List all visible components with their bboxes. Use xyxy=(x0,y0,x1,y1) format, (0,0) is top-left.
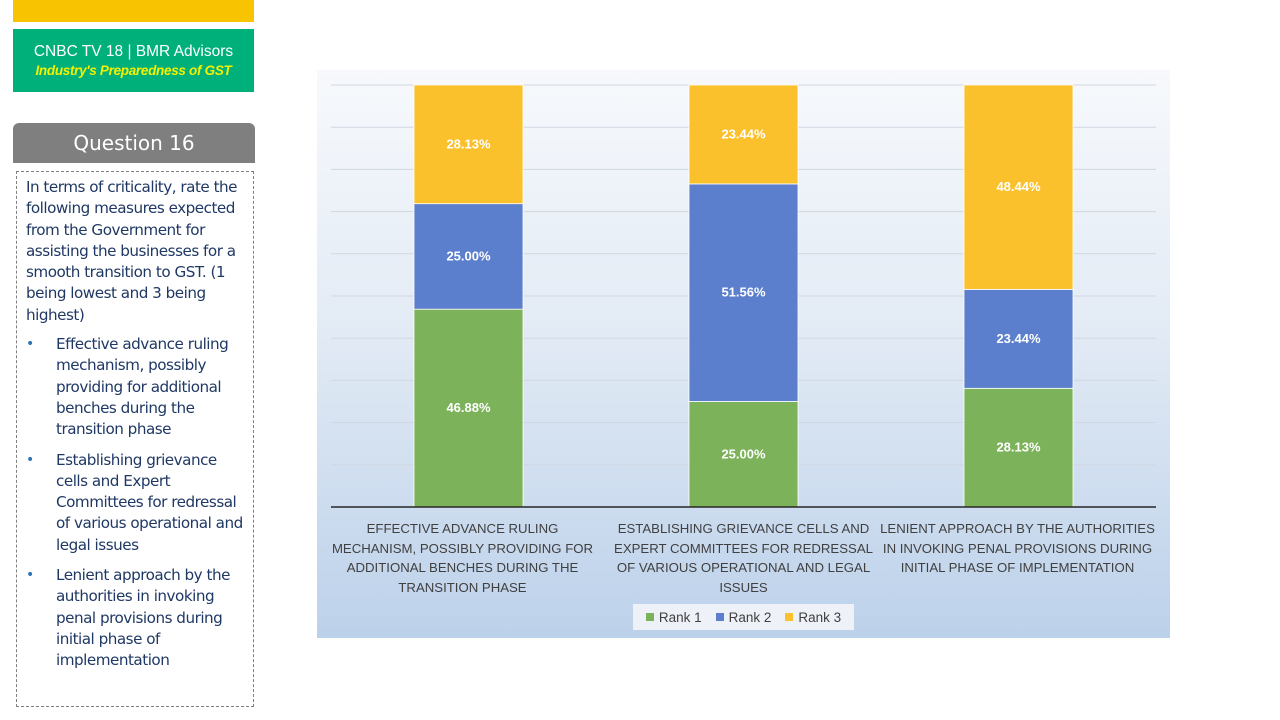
bar-segment-rank-3 xyxy=(413,84,524,205)
chart-legend: Rank 1 Rank 2 Rank 3 xyxy=(633,604,854,630)
question-bullet-list: • Effective advance ruling mechanism, po… xyxy=(26,334,245,671)
data-label: 23.44% xyxy=(996,331,1041,346)
data-label: 23.44% xyxy=(721,126,766,141)
legend-entry-rank-1: Rank 1 xyxy=(645,609,702,625)
data-label: 25.00% xyxy=(446,248,491,263)
bullet-icon: • xyxy=(26,336,34,353)
bar-segment-rank-3 xyxy=(688,84,799,185)
legend-swatch xyxy=(645,613,654,621)
bar-segment-rank-3 xyxy=(963,84,1074,290)
question-bullet-item: • Lenient approach by the authorities in… xyxy=(26,565,245,671)
legend-label: Rank 1 xyxy=(658,609,702,625)
brand-title: CNBC TV 18 | BMR Advisors xyxy=(33,43,234,60)
bullet-text: Establishing grievance cells and Expert … xyxy=(56,450,243,554)
bullet-text: Effective advance ruling mechanism, poss… xyxy=(56,335,229,439)
legend-label: Rank 3 xyxy=(798,609,842,625)
data-label: 51.56% xyxy=(721,285,766,300)
question-box: In terms of criticality, rate the follow… xyxy=(16,171,254,707)
chart-panel: 46.88% 25.00% 28.13% 25.00% 51.56% 23.44% 28.1… xyxy=(317,70,1170,638)
x-category-label: EFFECTIVE ADVANCE RULING MECHANISM, POSS… xyxy=(331,521,594,595)
bar-segment-rank-1 xyxy=(963,387,1074,508)
bullet-icon: • xyxy=(26,451,34,468)
data-label: 28.13% xyxy=(446,136,491,151)
legend-entry-rank-2: Rank 2 xyxy=(715,609,772,625)
legend-swatch xyxy=(785,613,794,621)
legend-entry-rank-3: Rank 3 xyxy=(785,610,841,625)
x-category-label: ESTABLISHING GRIEVANCE CELLS AND EXPERT … xyxy=(614,521,873,595)
brand-subtitle: Industry's Preparedness of GST xyxy=(35,63,232,78)
question-header: Question 16 xyxy=(13,123,255,163)
bar-segment-rank-1 xyxy=(688,401,799,508)
bar-segment-rank-2 xyxy=(413,203,524,310)
data-label: 48.44% xyxy=(996,179,1041,194)
legend-label: Rank 2 xyxy=(728,609,772,625)
data-label: 28.13% xyxy=(996,440,1041,455)
bar-segment-rank-2 xyxy=(963,288,1074,389)
bullet-icon: • xyxy=(26,567,34,584)
question-text: In terms of criticality, rate the follow… xyxy=(26,178,238,324)
x-category-label: LENIENT APPROACH BY THE AUTHORITIES IN I… xyxy=(880,521,1155,575)
data-label: 25.00% xyxy=(721,446,766,461)
question-bullet-item: • Effective advance ruling mechanism, po… xyxy=(26,334,245,440)
data-label: 46.88% xyxy=(446,400,491,415)
legend-swatch xyxy=(715,613,724,621)
stacked-bar-chart: 46.88% 25.00% 28.13% 25.00% 51.56% 23.44% 28.1… xyxy=(331,84,1156,508)
bullet-text: Lenient approach by the authorities in i… xyxy=(56,566,230,670)
question-bullet-item: • Establishing grievance cells and Exper… xyxy=(26,450,245,556)
bar-segment-rank-1 xyxy=(413,308,524,508)
top-accent-bar xyxy=(13,0,254,22)
brand-box: CNBC TV 18 | BMR Advisors Industry's Pre… xyxy=(13,29,254,92)
